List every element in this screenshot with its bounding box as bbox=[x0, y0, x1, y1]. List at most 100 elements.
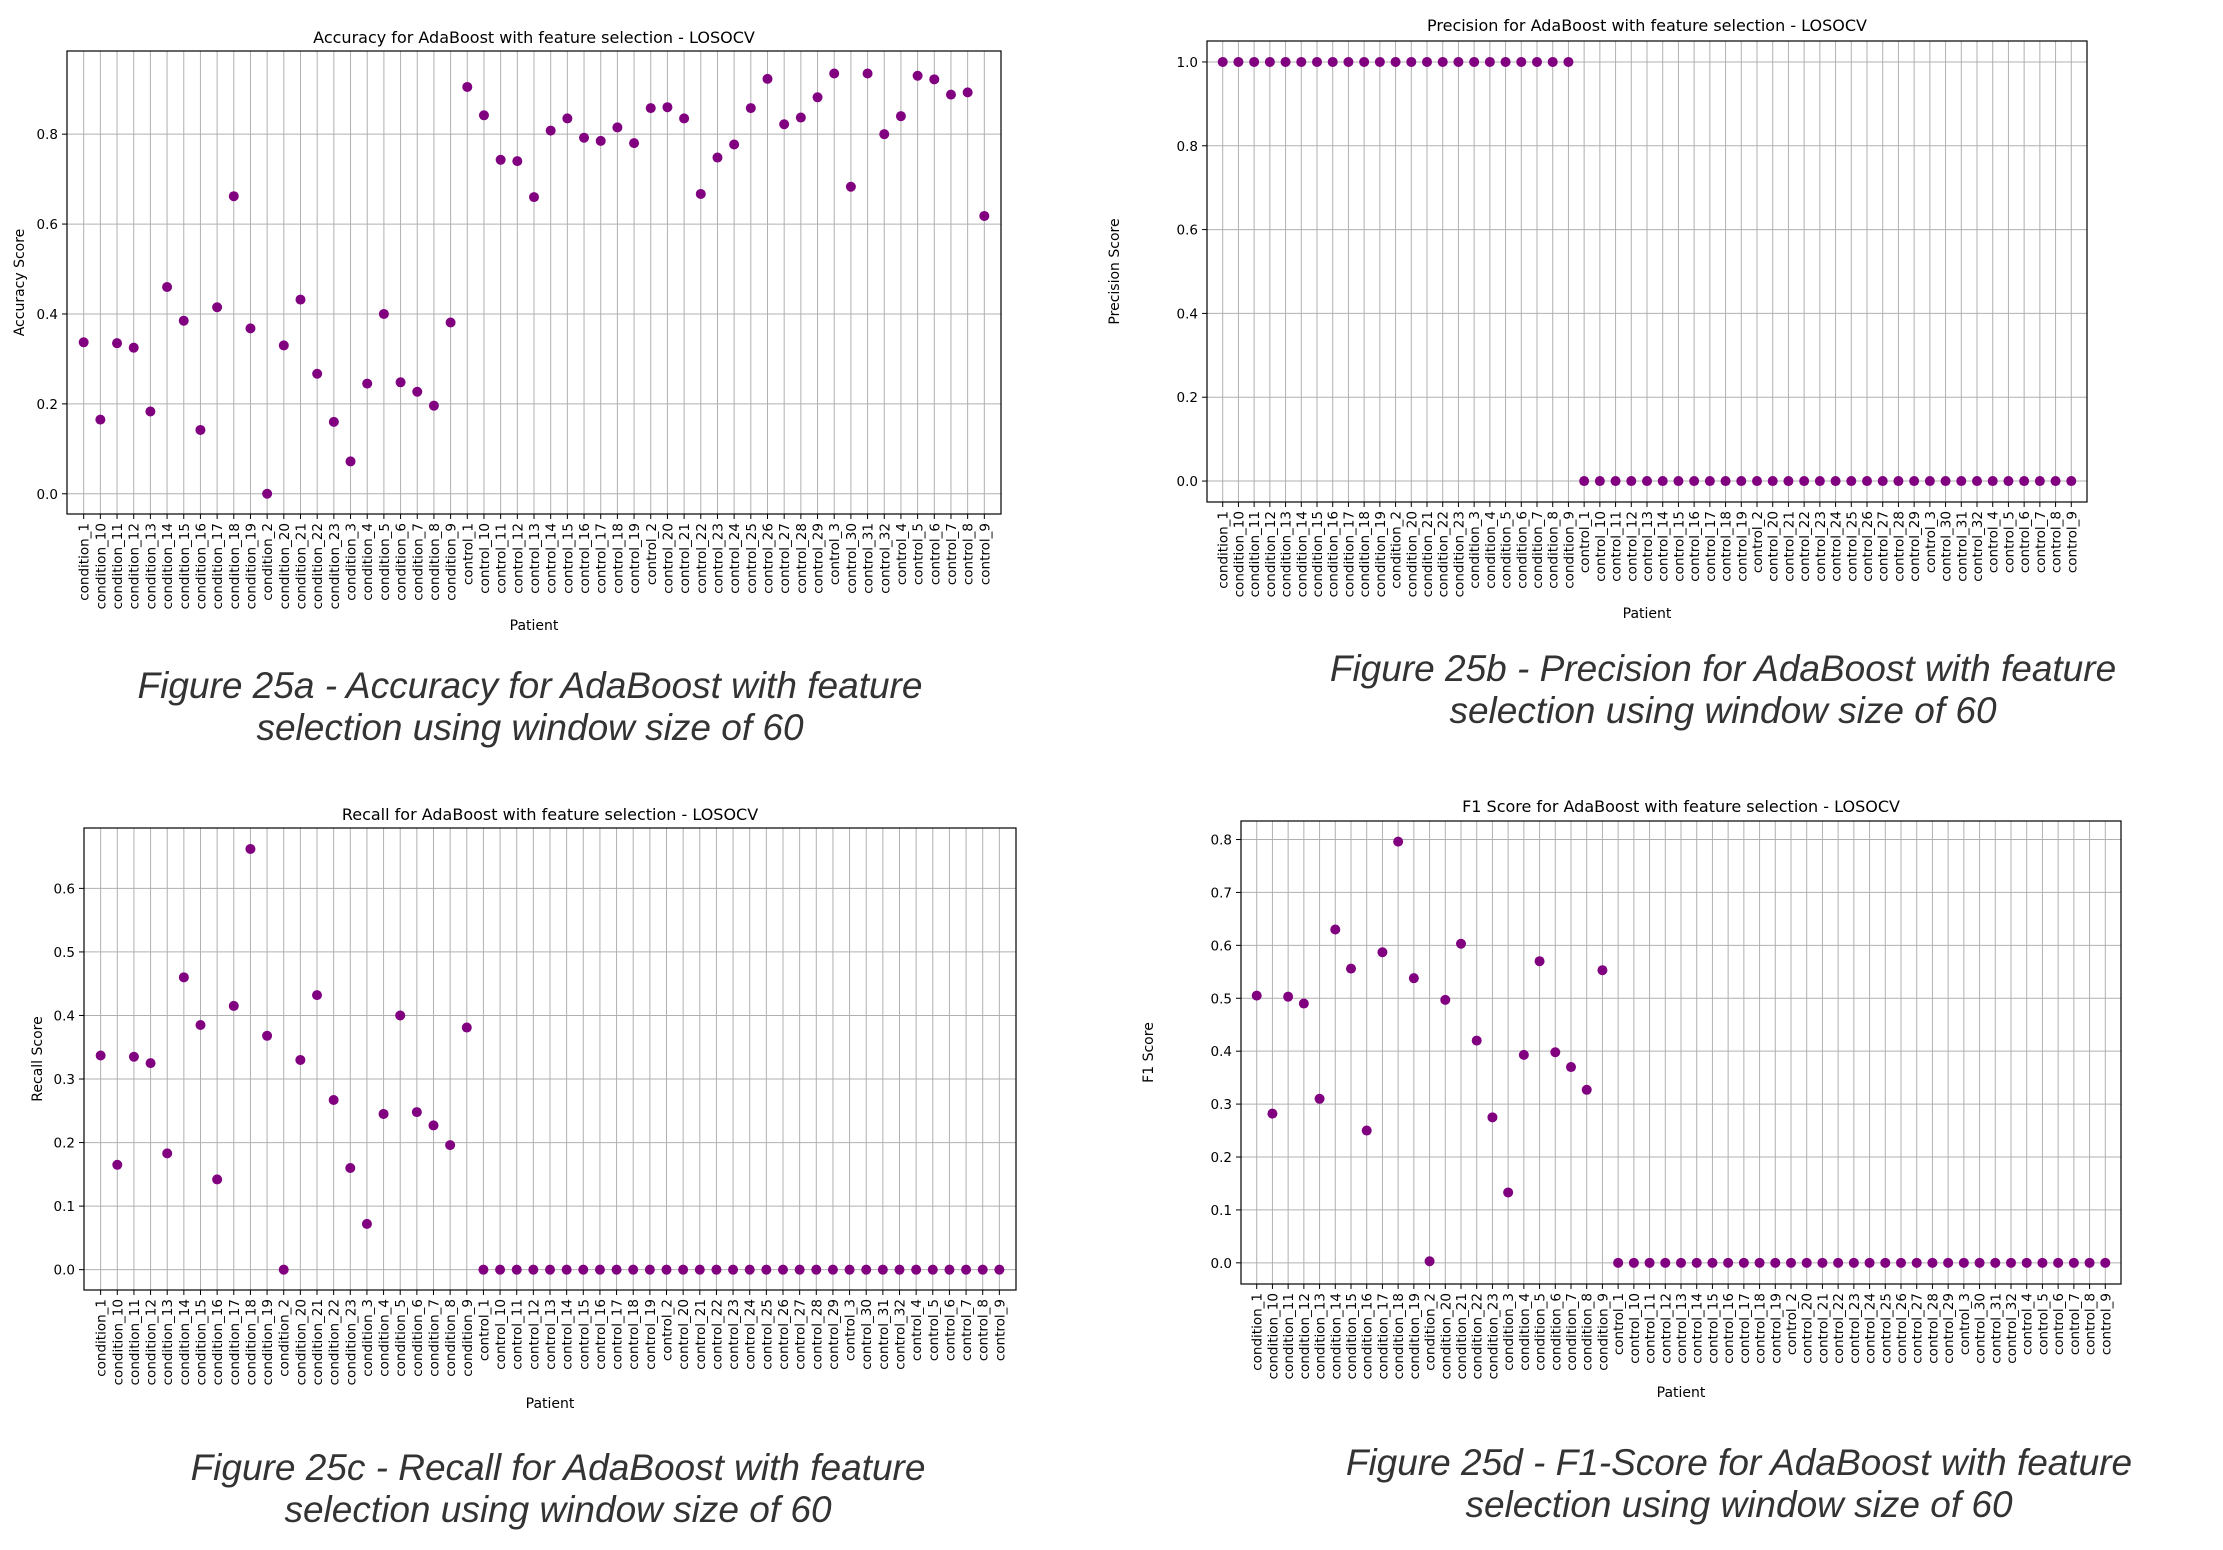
x-tick-label: control_31 bbox=[861, 523, 877, 594]
x-tick-label: condition_7 bbox=[427, 1299, 443, 1377]
x-tick-label: control_2 bbox=[644, 523, 660, 585]
x-tick-label: control_28 bbox=[1925, 1293, 1941, 1364]
x-tick-label: condition_9 bbox=[460, 1299, 476, 1377]
data-point bbox=[594, 1264, 605, 1275]
data-point bbox=[495, 1264, 506, 1275]
x-tick-label: condition_1 bbox=[1250, 1293, 1266, 1371]
x-tick-label: condition_8 bbox=[443, 1299, 459, 1377]
data-point bbox=[1628, 1257, 1639, 1268]
x-tick-label: control_27 bbox=[777, 523, 793, 594]
data-point bbox=[827, 1264, 838, 1275]
y-tick-label: 0.6 bbox=[37, 217, 58, 233]
x-tick-label: condition_3 bbox=[1501, 1293, 1517, 1371]
figure-caption-c: Figure 25c - Recall for AdaBoost with fe… bbox=[190, 1447, 926, 1530]
x-tick-label: control_12 bbox=[1658, 1293, 1674, 1364]
x-tick-label: condition_23 bbox=[343, 1299, 359, 1385]
x-tick-label: control_12 bbox=[1624, 511, 1640, 582]
x-tick-label: condition_19 bbox=[1373, 511, 1389, 597]
x-tick-label: condition_15 bbox=[194, 1299, 210, 1385]
x-tick-label: condition_5 bbox=[393, 1299, 409, 1377]
x-tick-label: condition_11 bbox=[110, 523, 126, 609]
data-point bbox=[1657, 476, 1668, 487]
x-tick-label: condition_8 bbox=[427, 523, 443, 601]
data-point bbox=[395, 1010, 406, 1021]
x-tick-label: control_7 bbox=[2067, 1293, 2083, 1355]
data-point bbox=[1642, 476, 1652, 487]
y-tick-label: 0.4 bbox=[54, 1008, 75, 1024]
data-point bbox=[1280, 56, 1291, 67]
x-tick-label: condition_13 bbox=[1279, 511, 1295, 597]
data-point bbox=[778, 1264, 788, 1275]
x-tick-label: control_32 bbox=[877, 523, 893, 594]
x-tick-label: control_4 bbox=[2020, 1293, 2036, 1355]
data-point bbox=[1346, 963, 1356, 974]
y-tick-label: 0.2 bbox=[1211, 1150, 1232, 1166]
x-tick-label: control_9 bbox=[2064, 511, 2080, 573]
data-point bbox=[877, 1264, 888, 1275]
x-tick-label: condition_13 bbox=[143, 523, 159, 609]
x-tick-label: condition_22 bbox=[1436, 511, 1452, 597]
data-point bbox=[1361, 1125, 1372, 1136]
data-point bbox=[1862, 476, 1872, 487]
data-point bbox=[927, 1264, 938, 1275]
data-point bbox=[1817, 1257, 1828, 1268]
x-tick-label: control_2 bbox=[660, 1299, 676, 1361]
y-tick-label: 0.0 bbox=[1211, 1256, 1232, 1272]
x-tick-label: control_30 bbox=[1939, 511, 1955, 582]
data-point bbox=[1943, 1257, 1954, 1268]
y-axis-label: Accuracy Score bbox=[12, 229, 28, 337]
data-point bbox=[1927, 1257, 1938, 1268]
x-tick-label: control_5 bbox=[2001, 511, 2017, 573]
data-point bbox=[1267, 1108, 1278, 1119]
data-point bbox=[1374, 56, 1385, 67]
x-tick-label: control_22 bbox=[709, 1299, 725, 1370]
data-point bbox=[228, 191, 239, 202]
data-point bbox=[428, 400, 439, 411]
x-tick-label: control_27 bbox=[793, 1299, 809, 1370]
x-tick-label: control_26 bbox=[776, 1299, 792, 1370]
data-point bbox=[1644, 1257, 1655, 1268]
x-tick-label: control_25 bbox=[1844, 511, 1860, 582]
data-point bbox=[2084, 1257, 2095, 1268]
x-tick-label: control_18 bbox=[1719, 511, 1735, 582]
x-tick-label: control_31 bbox=[1954, 511, 1970, 582]
x-gridlines bbox=[1222, 41, 2072, 502]
data-point bbox=[561, 1264, 572, 1275]
y-tick-label: 0.1 bbox=[1211, 1203, 1232, 1219]
data-point bbox=[661, 1264, 672, 1275]
data-point bbox=[744, 1264, 755, 1275]
data-point bbox=[1597, 965, 1608, 976]
data-point bbox=[1754, 1257, 1765, 1268]
data-point bbox=[112, 338, 123, 349]
data-point bbox=[1909, 476, 1920, 487]
x-tick-label: control_18 bbox=[1753, 1293, 1769, 1364]
x-tick-label: control_30 bbox=[1973, 1293, 1989, 1364]
x-tick-label: control_25 bbox=[744, 523, 760, 594]
data-point bbox=[312, 368, 323, 379]
data-point bbox=[112, 1159, 123, 1170]
data-point bbox=[1676, 1257, 1686, 1268]
data-point bbox=[145, 406, 156, 417]
data-point bbox=[195, 1020, 206, 1031]
x-tick-label: condition_9 bbox=[444, 523, 460, 601]
x-tick-label: condition_18 bbox=[1391, 1293, 1407, 1379]
x-tick-label: control_31 bbox=[1988, 1293, 2004, 1364]
data-point bbox=[162, 1148, 173, 1159]
x-tick-label: control_24 bbox=[1863, 1293, 1879, 1364]
x-tick-label: control_14 bbox=[1656, 511, 1672, 582]
data-point bbox=[428, 1120, 439, 1131]
x-tick-label: control_20 bbox=[1766, 511, 1782, 582]
data-point bbox=[1566, 1062, 1576, 1073]
x-tick-label: control_17 bbox=[594, 523, 610, 594]
data-point bbox=[1893, 476, 1904, 487]
x-tick-label: control_10 bbox=[493, 1299, 509, 1370]
x-axis: condition_1 condition_10 condition_11 condi… bbox=[1216, 502, 2080, 597]
data-point bbox=[1691, 1257, 1702, 1268]
data-point bbox=[1689, 476, 1700, 487]
x-tick-label: condition_14 bbox=[160, 523, 176, 609]
x-tick-label: condition_14 bbox=[1294, 511, 1310, 597]
y-tick-label: 0.8 bbox=[1211, 833, 1232, 849]
x-tick-label: control_18 bbox=[626, 1299, 642, 1370]
x-tick-label: control_1 bbox=[1577, 511, 1593, 573]
